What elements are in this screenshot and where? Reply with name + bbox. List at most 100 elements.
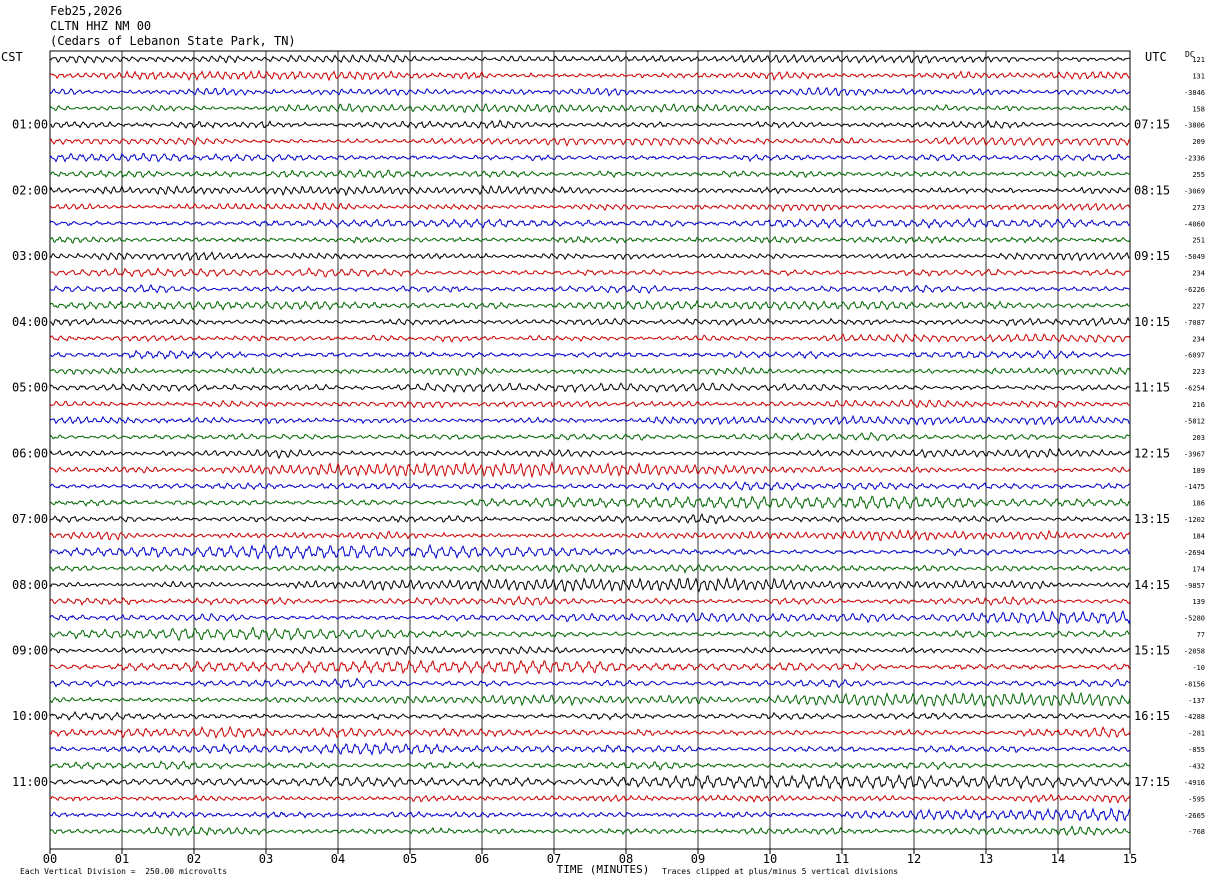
seismic-trace: [49, 563, 1130, 574]
dc-offset-label: 77: [1197, 631, 1205, 639]
seismic-trace: [49, 576, 1130, 593]
x-tick-label: 01: [115, 852, 129, 866]
dc-offset-label: -6226: [1184, 286, 1205, 294]
right-hour-label: 07:15: [1134, 118, 1170, 132]
right-hour-label: 14:15: [1134, 578, 1170, 592]
seismic-trace: [49, 316, 1131, 327]
dc-offset-label: 234: [1192, 270, 1205, 278]
seismic-trace: [49, 807, 1131, 823]
dc-offset-label: -10: [1192, 664, 1205, 672]
seismic-trace: [49, 741, 1131, 756]
seismic-trace: [49, 528, 1131, 541]
dc-offset-label: 186: [1192, 500, 1205, 508]
x-axis-label: TIME (MINUTES): [557, 863, 650, 876]
seismic-trace: [49, 398, 1131, 409]
dc-offset-label: 139: [1192, 598, 1205, 606]
right-hour-label: 09:15: [1134, 249, 1170, 263]
seismic-trace: [49, 366, 1131, 377]
seismic-trace: [49, 251, 1131, 262]
dc-offset-label: -137: [1188, 697, 1205, 705]
x-tick-label: 02: [187, 852, 201, 866]
seismic-trace: [49, 119, 1131, 130]
left-hour-label: 10:00: [12, 709, 48, 723]
seismic-trace: [49, 760, 1131, 771]
seismic-trace: [49, 184, 1131, 197]
dc-offset-label: -3967: [1184, 450, 1205, 458]
dc-offset-label: -5280: [1184, 615, 1205, 623]
dc-offset-label: 273: [1192, 204, 1205, 212]
seismic-trace: [49, 333, 1131, 343]
dc-offset-label: 223: [1192, 368, 1205, 376]
dc-offset-label: -1202: [1184, 516, 1205, 524]
seismic-trace: [49, 595, 1131, 607]
dc-offset-label: -4288: [1184, 713, 1205, 721]
dc-offset-label: -1475: [1184, 483, 1205, 491]
seismic-trace: [50, 168, 1131, 179]
dc-offset-label: -855: [1188, 746, 1205, 754]
right-hour-label: 17:15: [1134, 775, 1170, 789]
scale-note: Each Vertical Division = 250.00 microvol…: [20, 867, 228, 876]
left-hour-label: 03:00: [12, 249, 48, 263]
header-station: CLTN HHZ NM 00: [50, 19, 152, 33]
dc-offset-label: -5049: [1184, 253, 1205, 261]
dc-offset-label: -3846: [1184, 89, 1205, 97]
dc-offset-label: -3069: [1184, 187, 1205, 195]
x-tick-label: 05: [403, 852, 417, 866]
x-tick-label: 00: [43, 852, 57, 866]
dc-offset-label: 251: [1192, 237, 1205, 245]
x-tick-label: 15: [1123, 852, 1137, 866]
seismic-trace: [49, 202, 1131, 213]
seismic-trace: [49, 217, 1131, 230]
left-hour-label: 08:00: [12, 578, 48, 592]
seismic-trace: [49, 267, 1131, 278]
seismic-trace: [49, 299, 1131, 311]
seismic-trace: [49, 659, 1131, 675]
dc-offset-label: -3806: [1184, 122, 1205, 130]
dc-offset-label: -281: [1188, 730, 1205, 738]
dc-offset-label: -8156: [1184, 680, 1205, 688]
x-tick-label: 06: [475, 852, 489, 866]
seismic-trace: [49, 691, 1131, 708]
left-timezone-label: CST: [1, 50, 23, 64]
seismic-trace: [49, 414, 1131, 426]
right-hour-label: 11:15: [1134, 381, 1170, 395]
x-tick-label: 08: [619, 852, 633, 866]
dc-offset-label: 174: [1192, 565, 1205, 573]
right-hour-label: 08:15: [1134, 183, 1170, 197]
seismic-trace: [49, 460, 1131, 479]
dc-offset-label: -5812: [1184, 417, 1205, 425]
left-hour-label: 07:00: [12, 512, 48, 526]
seismic-trace: [49, 725, 1131, 740]
seismic-trace: [49, 495, 1131, 510]
right-hour-label: 10:15: [1134, 315, 1170, 329]
left-hour-label: 01:00: [12, 118, 48, 132]
dc-offset-label: -4060: [1184, 220, 1205, 228]
dc-offset-label: -768: [1188, 828, 1205, 836]
dc-offset-label: -7087: [1184, 319, 1205, 327]
left-hour-label: 11:00: [12, 775, 48, 789]
seismic-trace: [49, 86, 1131, 97]
seismic-trace: [49, 609, 1131, 625]
dc-offset-label: -4916: [1184, 779, 1205, 787]
x-tick-label: 10: [763, 852, 777, 866]
dc-offset-label: 189: [1192, 467, 1205, 475]
dc-offset-label: 203: [1192, 434, 1205, 442]
dc-offset-label: 216: [1192, 401, 1205, 409]
right-hour-label: 13:15: [1134, 512, 1170, 526]
right-hour-label: 12:15: [1134, 446, 1170, 460]
seismic-trace: [49, 382, 1131, 394]
dc-offset-label: -6254: [1184, 385, 1205, 393]
clip-note: Traces clipped at plus/minus 5 vertical …: [662, 867, 899, 876]
left-hour-label: 02:00: [12, 183, 48, 197]
seismic-trace: [49, 710, 1131, 721]
x-tick-label: 14: [1051, 852, 1065, 866]
seismic-trace: [49, 626, 1131, 642]
dc-offset-header: DC: [1185, 50, 1195, 59]
right-timezone-label: UTC: [1145, 50, 1167, 64]
plot-frame: [49, 50, 1131, 850]
seismic-trace: [49, 136, 1131, 147]
left-hour-label: 06:00: [12, 446, 48, 460]
dc-offset-label: 227: [1192, 302, 1205, 310]
dc-offset-label: -2665: [1184, 812, 1205, 820]
